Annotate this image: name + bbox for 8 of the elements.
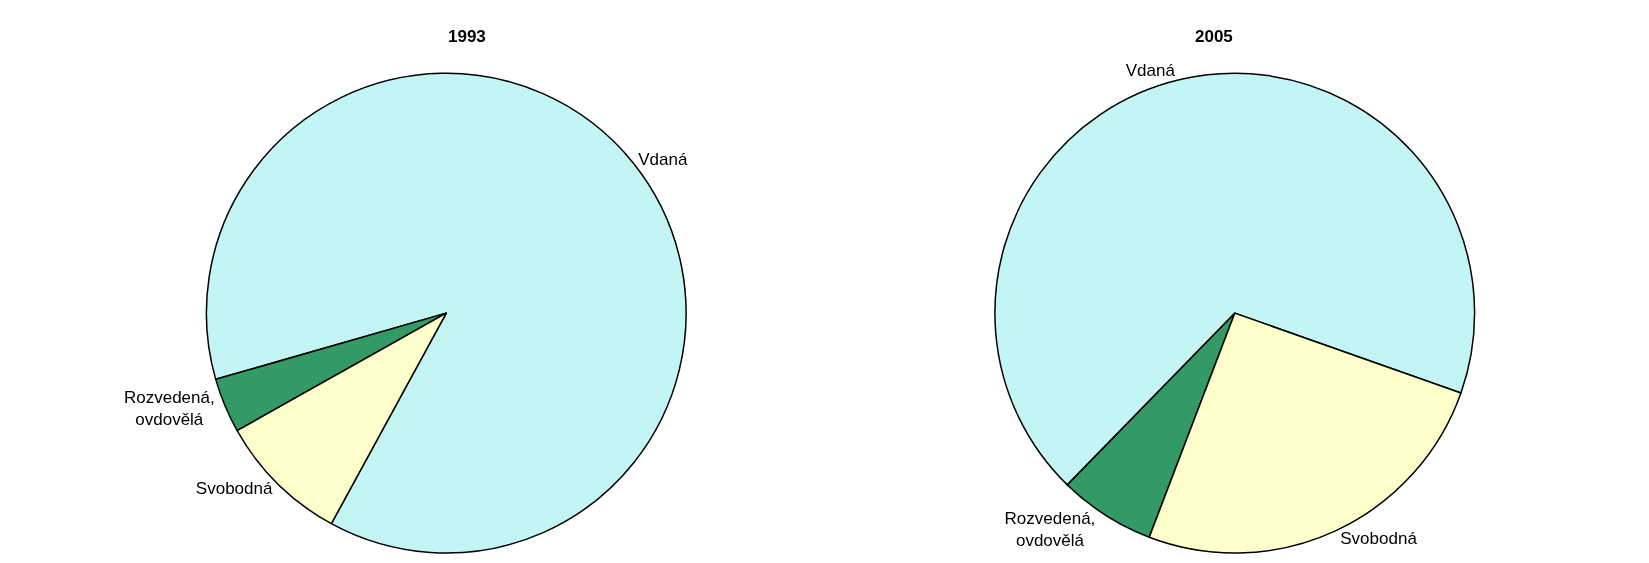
chart-title: 2005 — [1195, 27, 1233, 46]
slice-label: Svobodná — [195, 479, 273, 499]
slice-label: Svobodná — [1340, 529, 1418, 549]
slice-label: Rozvedená, ovdovělá — [123, 388, 215, 430]
slice-label: Vdaná — [1125, 61, 1176, 81]
slice-label: Rozvedená, ovdovělá — [1004, 509, 1096, 551]
slice-label: Vdaná — [638, 149, 688, 169]
chart-title: 1993 — [448, 27, 486, 46]
